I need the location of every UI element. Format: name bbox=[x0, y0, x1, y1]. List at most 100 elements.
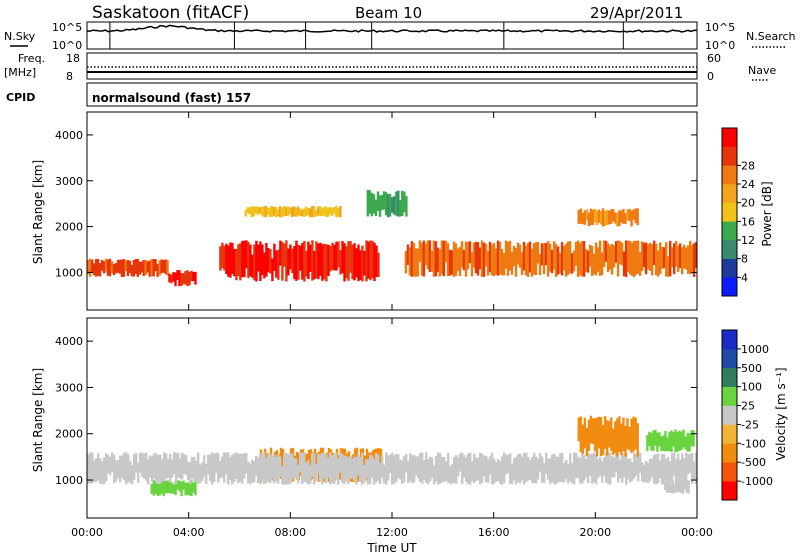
echo-cell bbox=[614, 421, 617, 453]
echo-cell bbox=[507, 454, 510, 473]
echo-cell bbox=[685, 480, 688, 493]
echo-cell bbox=[695, 242, 698, 269]
echo-cell bbox=[97, 453, 100, 481]
echo-cell bbox=[505, 454, 508, 475]
echo-cell bbox=[628, 426, 631, 451]
echo-cell bbox=[684, 436, 687, 450]
echo-cell bbox=[263, 252, 266, 279]
echo-cell bbox=[532, 243, 536, 275]
echo-cell bbox=[261, 454, 264, 481]
echo-cell bbox=[185, 455, 188, 475]
echo-cell bbox=[134, 259, 137, 274]
echo-cell bbox=[618, 416, 621, 452]
echo-cell bbox=[112, 263, 116, 275]
echo-cell bbox=[452, 241, 456, 277]
echo-cell bbox=[219, 246, 222, 271]
echo-cell bbox=[257, 457, 260, 484]
echo-cell bbox=[492, 243, 496, 277]
echo-cell bbox=[686, 432, 689, 452]
y-tick-label: 1000 bbox=[55, 266, 83, 279]
echo-cell bbox=[566, 241, 570, 275]
echo-cell bbox=[661, 246, 664, 269]
echo-cell bbox=[323, 206, 326, 216]
echo-cell bbox=[624, 240, 628, 277]
echo-cell bbox=[373, 242, 376, 282]
echo-cell bbox=[183, 454, 186, 474]
echo-cell bbox=[339, 250, 342, 275]
echo-cell bbox=[304, 206, 308, 216]
echo-cell bbox=[339, 206, 342, 218]
echo-cell bbox=[284, 206, 288, 216]
echo-cell bbox=[579, 416, 582, 453]
echo-cell bbox=[503, 452, 506, 483]
echo-cell bbox=[159, 454, 162, 484]
echo-cell bbox=[683, 480, 686, 490]
echo-cell bbox=[668, 432, 671, 452]
echo-cell bbox=[203, 455, 206, 477]
echo-cell bbox=[331, 208, 334, 216]
freq-panel bbox=[86, 52, 698, 80]
echo-cell bbox=[294, 208, 298, 217]
echo-cell bbox=[154, 480, 157, 494]
echo-cell bbox=[691, 453, 694, 484]
echo-cell bbox=[581, 454, 584, 484]
echo-cell bbox=[620, 423, 623, 456]
echo-cell bbox=[337, 207, 340, 217]
echo-cell bbox=[100, 259, 104, 271]
velocity-colorbar: -1000 -500 -100 -25 25 100 500 1000 bbox=[721, 329, 773, 501]
echo-cell bbox=[423, 460, 426, 480]
echo-cell bbox=[108, 258, 112, 277]
echo-cell bbox=[667, 256, 670, 277]
echo-cell bbox=[500, 249, 504, 276]
echo-cell bbox=[91, 452, 94, 484]
echo-cell bbox=[315, 463, 318, 482]
echo-cell bbox=[562, 246, 566, 271]
echo-cell bbox=[630, 418, 633, 454]
echo-cell bbox=[388, 193, 392, 217]
echo-cell bbox=[190, 270, 193, 282]
echo-cell bbox=[659, 242, 662, 275]
power-heatmap bbox=[87, 190, 698, 287]
echo-cell bbox=[357, 454, 360, 476]
echo-cell bbox=[411, 455, 414, 483]
echo-cell bbox=[289, 453, 292, 484]
echo-cell bbox=[597, 459, 600, 478]
echo-cell bbox=[693, 243, 696, 277]
echo-cell bbox=[151, 456, 154, 482]
echo-cell bbox=[679, 481, 682, 493]
echo-cell bbox=[591, 209, 595, 225]
echo-cell bbox=[653, 455, 656, 484]
echo-cell bbox=[633, 452, 636, 479]
echo-cell bbox=[379, 462, 382, 485]
power-colorbar-swatch bbox=[722, 202, 737, 222]
echo-cell bbox=[435, 456, 438, 482]
echo-cell bbox=[235, 249, 238, 281]
echo-cell bbox=[313, 250, 316, 280]
echo-cell bbox=[424, 243, 428, 265]
echo-cell bbox=[627, 459, 630, 480]
echo-cell bbox=[186, 482, 189, 495]
noise-trace bbox=[86, 22, 698, 49]
echo-cell bbox=[576, 240, 580, 277]
echo-cell bbox=[180, 273, 183, 286]
echo-cell bbox=[463, 455, 466, 478]
echo-cell bbox=[282, 206, 286, 217]
echo-cell bbox=[190, 480, 193, 497]
echo-cell bbox=[634, 240, 638, 275]
echo-cell bbox=[249, 463, 252, 485]
power-colorbar-tick-label: 8 bbox=[741, 253, 748, 266]
echo-cell bbox=[194, 271, 197, 285]
echo-cell bbox=[414, 248, 418, 277]
echo-cell bbox=[168, 482, 171, 494]
echo-cell bbox=[595, 210, 599, 225]
echo-cell bbox=[246, 207, 249, 214]
echo-cell bbox=[506, 242, 510, 276]
power-colorbar-swatch bbox=[722, 258, 737, 278]
echo-cell bbox=[488, 241, 492, 273]
echo-cell bbox=[337, 241, 340, 268]
echo-cell bbox=[385, 452, 388, 485]
echo-cell bbox=[429, 456, 432, 482]
echo-cell bbox=[655, 243, 658, 276]
echo-cell bbox=[456, 248, 460, 272]
echo-cell bbox=[665, 458, 668, 481]
